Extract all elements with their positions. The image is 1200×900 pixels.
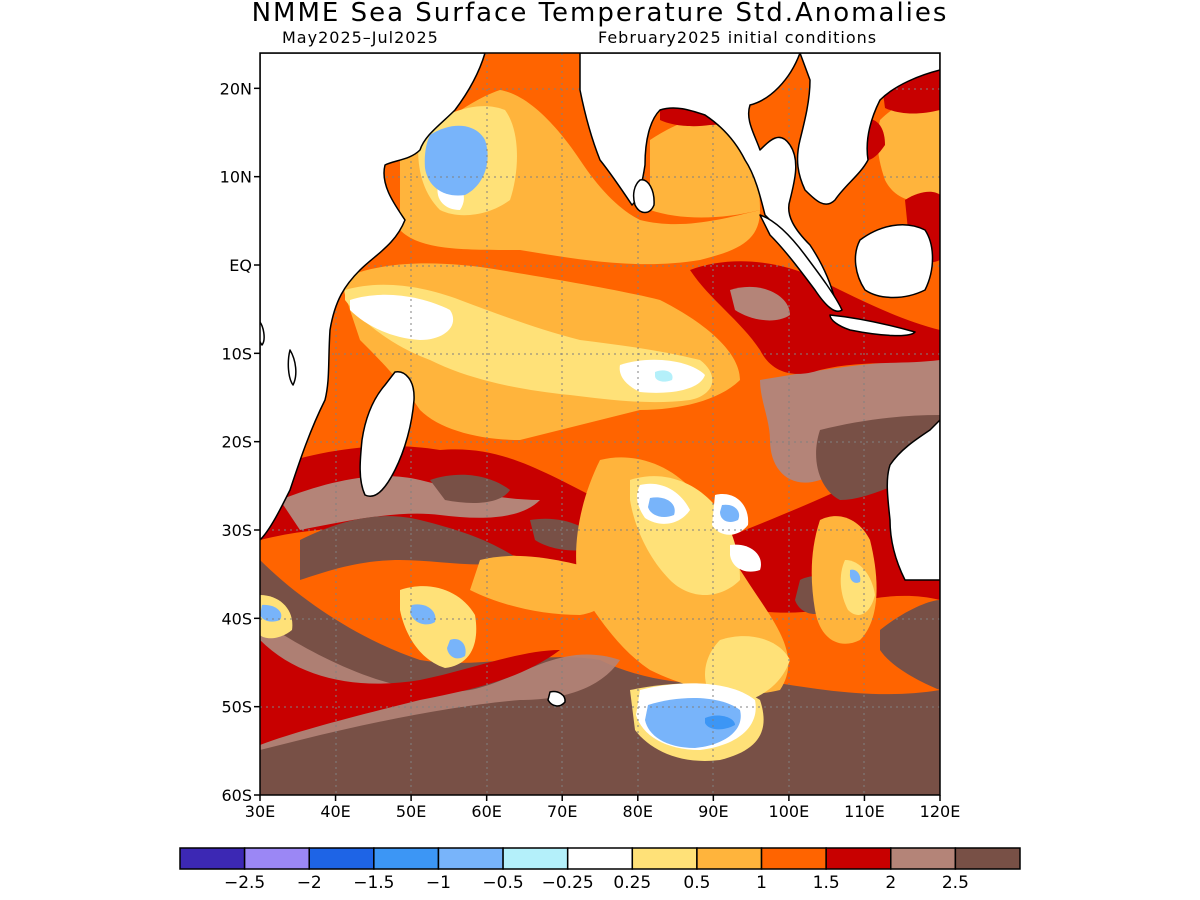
latitude-axis: 20N 10N EQ 10S 20S 30S 40S 50S 60S: [220, 79, 260, 805]
colorbar-swatch: [760, 847, 827, 870]
lat-tick-label: EQ: [229, 256, 252, 275]
colorbar-swatch: [890, 847, 957, 870]
kerguelen-island: [547, 690, 566, 707]
colorbar-swatch: [437, 847, 504, 870]
color-legend: −2.5 −2 −1.5 −1 −0.5 −0.25 0.25 0.5 1 1.5 2 2.5: [179, 847, 1021, 893]
australia-landmass: [886, 419, 940, 581]
colorbar-label: 2.5: [942, 873, 969, 893]
colorbar-swatch: [308, 847, 375, 870]
lon-tick-label: 80E: [623, 802, 653, 821]
lat-tick-label: 60S: [221, 786, 252, 805]
lon-tick-label: 60E: [471, 802, 501, 821]
colorbar-label: −2: [297, 873, 322, 893]
colorbar-swatch: [179, 847, 246, 870]
initial-conditions: February2025 initial conditions: [598, 28, 878, 47]
anomaly-field: [260, 53, 940, 795]
colorbar-swatch: [696, 847, 763, 870]
lat-tick-label: 30S: [221, 521, 252, 540]
colorbar-swatch: [566, 847, 634, 870]
colorbar-label: 0.5: [683, 873, 710, 893]
borneo-landmass: [854, 224, 934, 299]
colorbar-label: 1: [756, 873, 767, 893]
colorbar-label: 1.5: [813, 873, 840, 893]
colorbar-label: −0.5: [482, 873, 523, 893]
colorbar-label: −0.25: [542, 873, 594, 893]
colorbar-swatch: [243, 847, 310, 870]
colorbar-label: −1: [426, 873, 451, 893]
colorbar-label: −2.5: [224, 873, 265, 893]
sri-lanka-landmass: [632, 179, 655, 214]
longitude-axis: 30E 40E 50E 60E 70E 80E 90E 100E 110E 120E: [245, 795, 961, 821]
lat-tick-label: 20S: [221, 433, 252, 452]
lon-tick-label: 40E: [320, 802, 350, 821]
lat-tick-label: 20N: [220, 79, 252, 98]
colorbar-swatch: [373, 847, 440, 870]
lat-tick-label: 10S: [221, 344, 252, 363]
madagascar-landmass: [359, 371, 415, 497]
map-title: NMME Sea Surface Temperature Std.Anomali…: [251, 0, 949, 28]
lon-tick-label: 100E: [769, 802, 810, 821]
colorbar-swatch: [954, 847, 1021, 870]
java-landmass: [829, 314, 916, 337]
colorbar-swatch: [631, 847, 698, 870]
lon-tick-label: 90E: [698, 802, 728, 821]
colorbar-label: 2: [885, 873, 896, 893]
lat-tick-label: 10N: [220, 168, 252, 187]
arabian-sea-cool-anomaly: [424, 125, 488, 196]
forecast-period: May2025–Jul2025: [282, 28, 439, 47]
colorbar-swatch: [825, 847, 892, 870]
lat-lon-grid: [260, 53, 940, 795]
africa-arabia-landmass: [260, 53, 486, 541]
plot-frame: [259, 52, 941, 796]
lon-tick-label: 70E: [547, 802, 577, 821]
lon-tick-label: 110E: [844, 802, 885, 821]
lat-tick-label: 40S: [221, 609, 252, 628]
lat-tick-label: 50S: [221, 698, 252, 717]
southeast-asia-landmass: [796, 53, 940, 205]
lon-tick-label: 30E: [245, 802, 275, 821]
colorbar-label: 0.25: [613, 873, 651, 893]
sumatra-landmass: [759, 214, 843, 312]
colorbar-label: −1.5: [353, 873, 394, 893]
lon-tick-label: 120E: [920, 802, 961, 821]
colorbar-swatch: [502, 847, 569, 870]
lon-tick-label: 50E: [396, 802, 426, 821]
